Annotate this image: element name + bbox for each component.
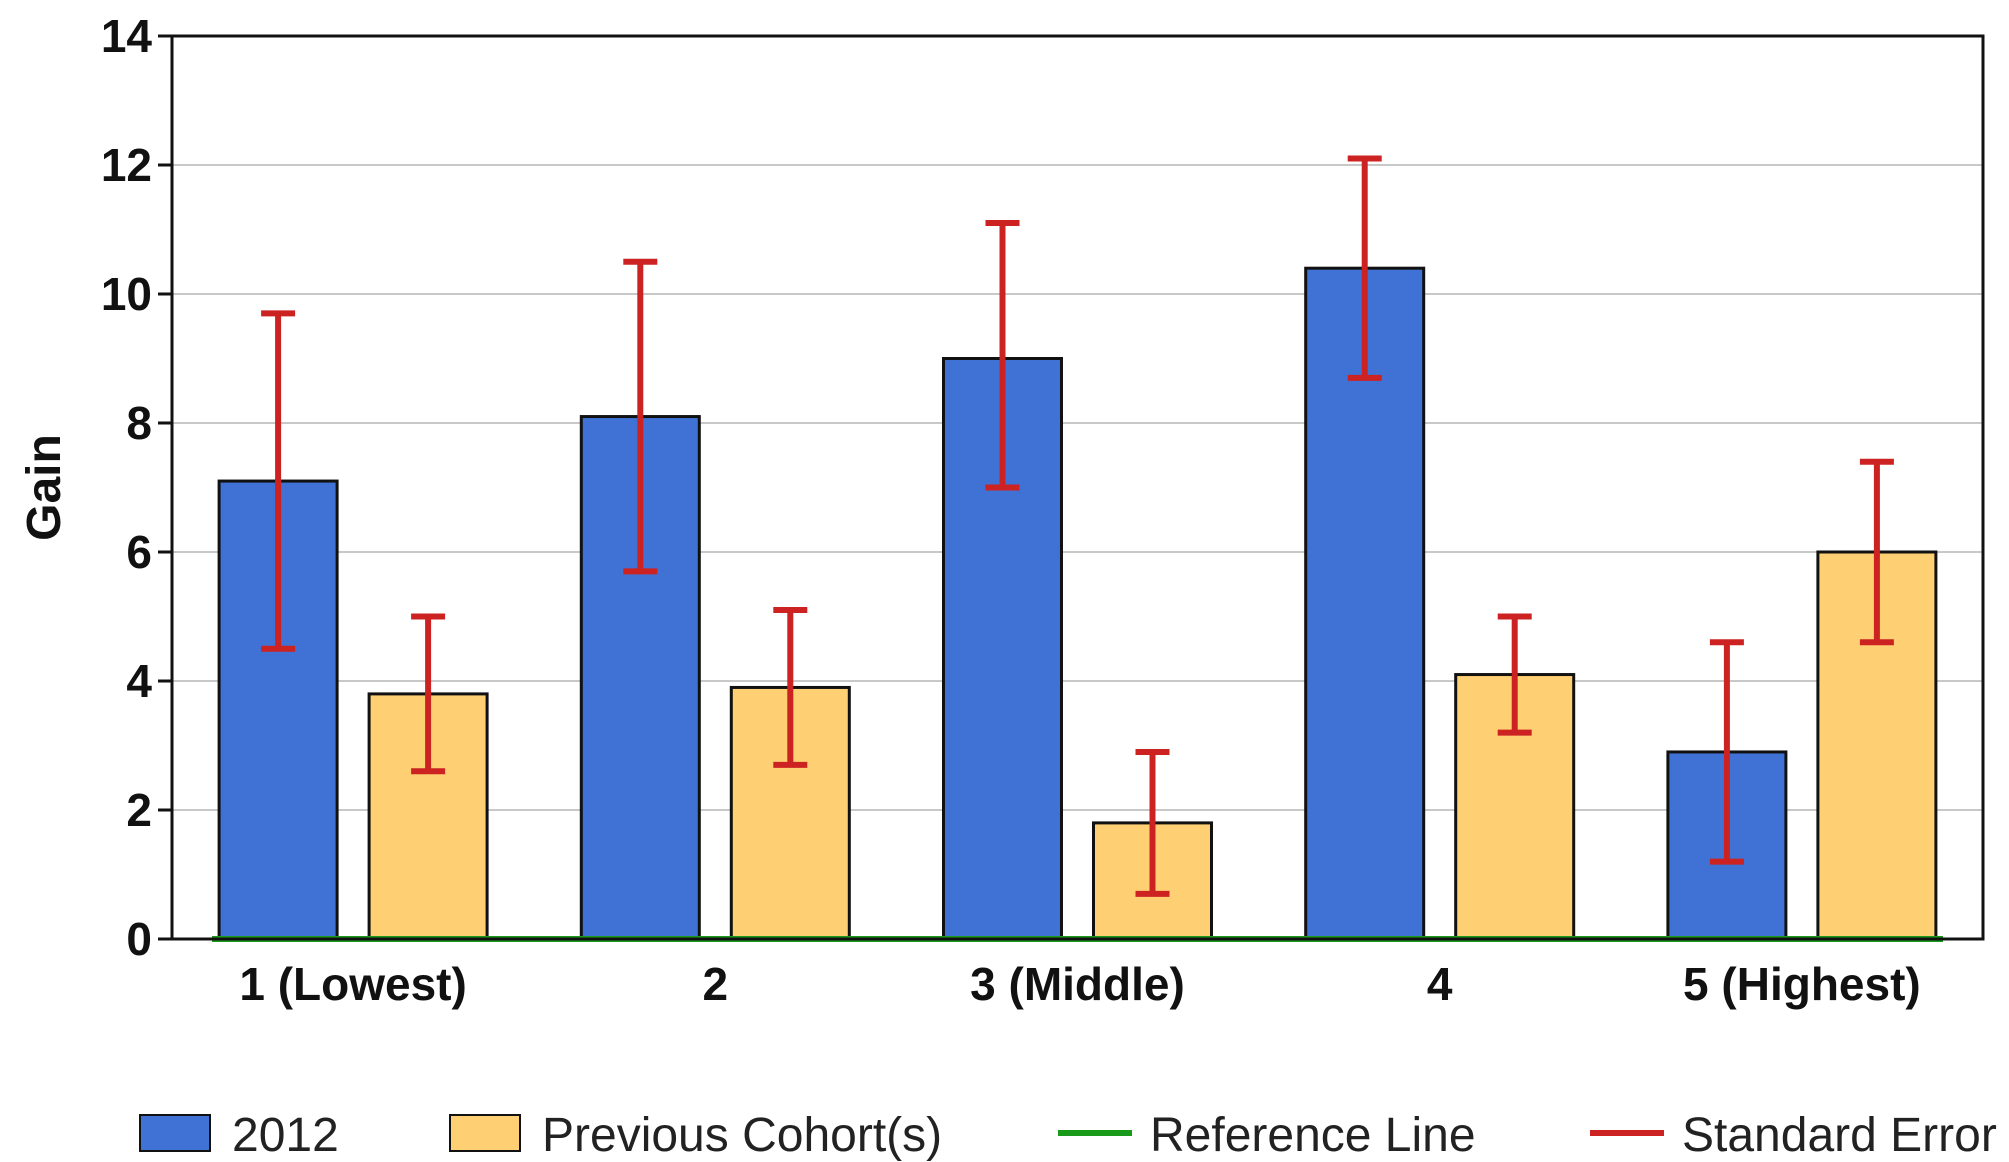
legend-label: Previous Cohort(s) [542, 1109, 942, 1162]
y-tick-label: 4 [126, 655, 152, 707]
y-axis-title: Gain [18, 434, 71, 541]
y-tick-label: 8 [126, 397, 152, 449]
legend-swatch [139, 1114, 211, 1152]
y-tick-label: 6 [126, 526, 152, 578]
legend-label: Standard Error [1682, 1109, 1997, 1162]
y-tick-label: 2 [126, 784, 152, 836]
y-axis: 0 2 4 6 8 10 12 14 [101, 10, 172, 965]
legend-label: 2012 [232, 1109, 339, 1162]
x-category-label: 4 [1427, 958, 1453, 1010]
x-category-label: 5 (Highest) [1683, 958, 1921, 1010]
y-tick-label: 14 [101, 10, 153, 62]
y-tick-label: 10 [101, 268, 152, 320]
plot-frame [170, 34, 1985, 941]
bars [217, 266, 1938, 941]
x-category-label: 3 (Middle) [970, 958, 1185, 1010]
x-category-label: 2 [703, 958, 729, 1010]
x-axis: 1 (Lowest) 2 3 (Middle) 4 5 (Highest) [239, 958, 1920, 1010]
error-bars [261, 155, 1894, 897]
legend-label: Reference Line [1150, 1109, 1476, 1162]
y-tick-label: 0 [126, 913, 152, 965]
x-category-label: 1 (Lowest) [239, 958, 466, 1010]
legend-swatch [449, 1114, 521, 1152]
legend: 2012 Previous Cohort(s) Reference Line Stan… [139, 1109, 1997, 1162]
y-tick-label: 12 [101, 139, 152, 191]
